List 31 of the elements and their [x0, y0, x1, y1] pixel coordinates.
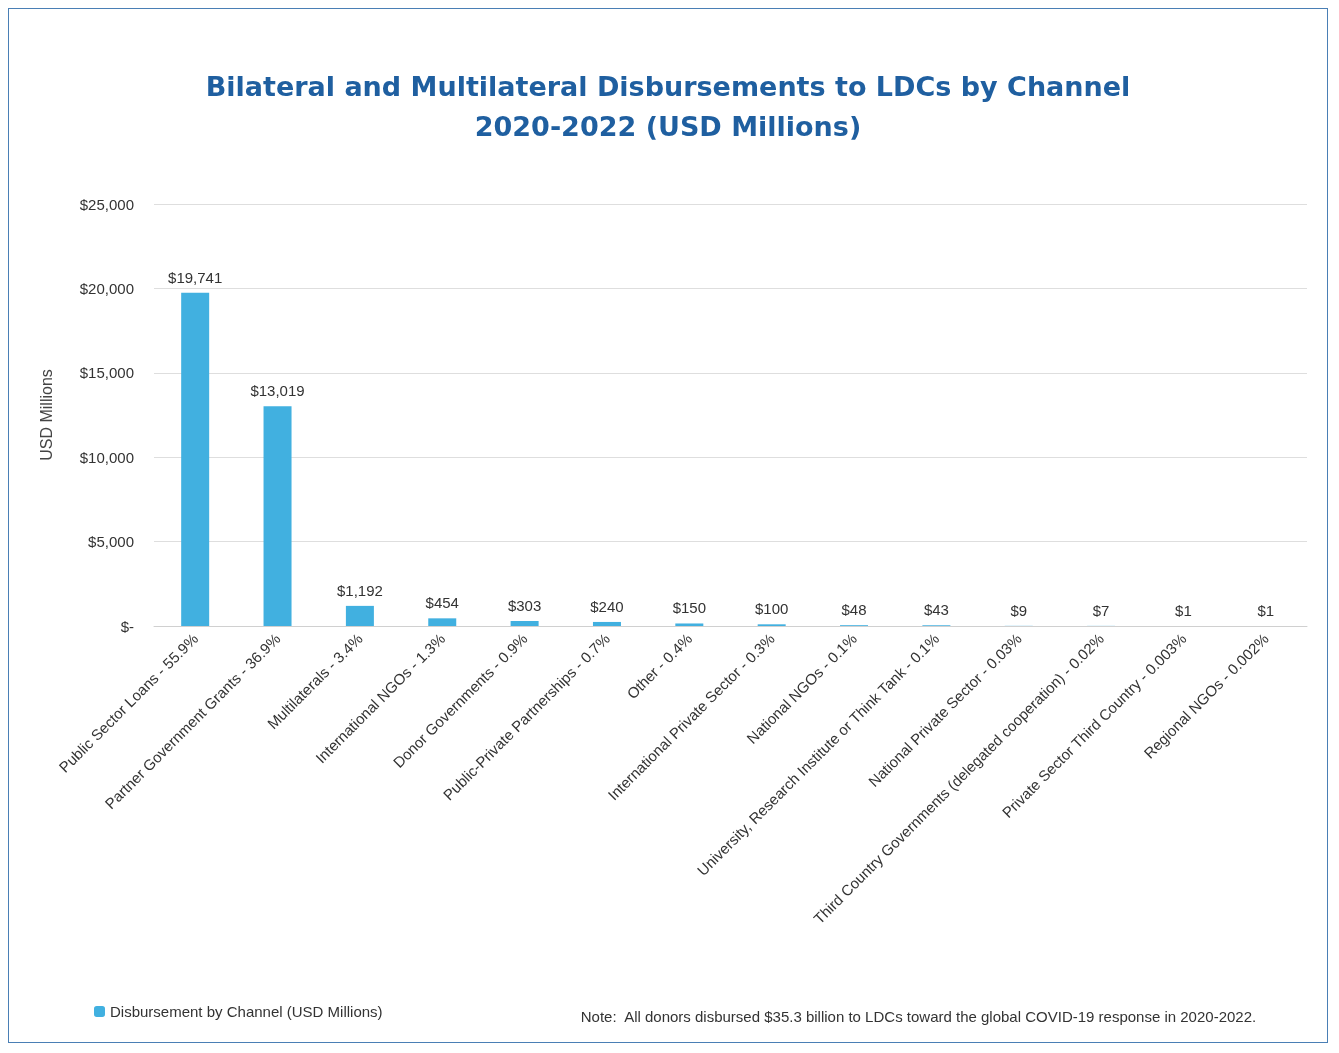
y-tick-label: $10,000: [79, 448, 134, 466]
data-label: $7: [1092, 601, 1110, 619]
data-label: $454: [425, 594, 459, 612]
data-label: $9: [1010, 601, 1028, 619]
data-label: $150: [672, 599, 707, 617]
y-tick-label: $5,000: [88, 533, 134, 551]
data-label: $1,192: [336, 581, 383, 599]
text: Note: All donors disbursed $35.3 billion to LDCs toward the global COVID-19 response in 2020-2022.: [580, 1008, 1257, 1025]
y-tick-label: $20,000: [79, 279, 134, 297]
bar: [428, 618, 457, 626]
data-label: $303: [507, 596, 542, 614]
legend-label: Disbursement by Channel (USD Millions): [110, 1003, 383, 1020]
bar: [181, 292, 210, 626]
bar: [510, 620, 539, 626]
data-label: $1: [1257, 601, 1275, 619]
y-tick-label: $25,000: [79, 195, 134, 213]
bar: [592, 621, 621, 626]
bar: [263, 406, 292, 626]
data-label: $13,019: [250, 382, 305, 400]
data-label: $100: [754, 600, 789, 618]
data-label: $1: [1175, 601, 1192, 619]
data-label: $43: [923, 601, 949, 619]
bar: [675, 623, 704, 626]
y-axis-title: USD Millions: [37, 369, 55, 461]
data-label: $19,741: [168, 268, 223, 286]
data-label: $48: [841, 601, 867, 619]
bar: [345, 605, 374, 626]
chart-title: Bilateral and Multilateral Disbursements to LDCs by Channel 2020-2022 (USD Millions): [205, 70, 1131, 142]
data-label: $240: [590, 597, 624, 615]
y-tick-label: $-: [120, 617, 134, 635]
y-tick-label: $15,000: [79, 364, 134, 382]
